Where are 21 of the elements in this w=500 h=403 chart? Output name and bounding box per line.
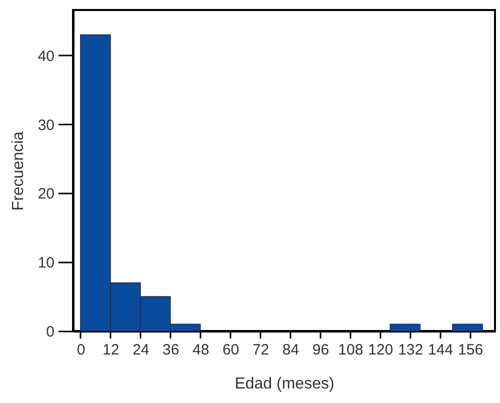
x-tick-label: 12 [102,342,120,358]
x-axis-title: Edad (meses) [234,376,334,392]
x-tick-label: 24 [132,342,150,358]
y-tick-label: 30 [38,116,54,134]
x-tick-label: 60 [222,342,240,358]
x-tick-label: 84 [282,342,300,358]
x-tick-label: 96 [312,342,330,358]
x-tick-label: 120 [368,342,394,358]
x-tick-label: 72 [252,342,270,358]
x-tick-label: 132 [398,342,424,358]
y-tick-label: 10 [38,254,54,272]
x-tick-label: 0 [76,342,86,358]
x-tick-label: 108 [338,342,364,358]
x-tick-label: 48 [192,342,210,358]
x-tick-label: 156 [458,342,484,358]
y-tick-label: 40 [38,48,54,65]
y-tick-label: 0 [46,324,54,340]
x-tick-label: 144 [428,342,454,358]
y-tick-label: 20 [38,186,54,203]
y-axis-title: Frecuencia [10,131,27,211]
x-tick-label: 36 [162,342,180,358]
